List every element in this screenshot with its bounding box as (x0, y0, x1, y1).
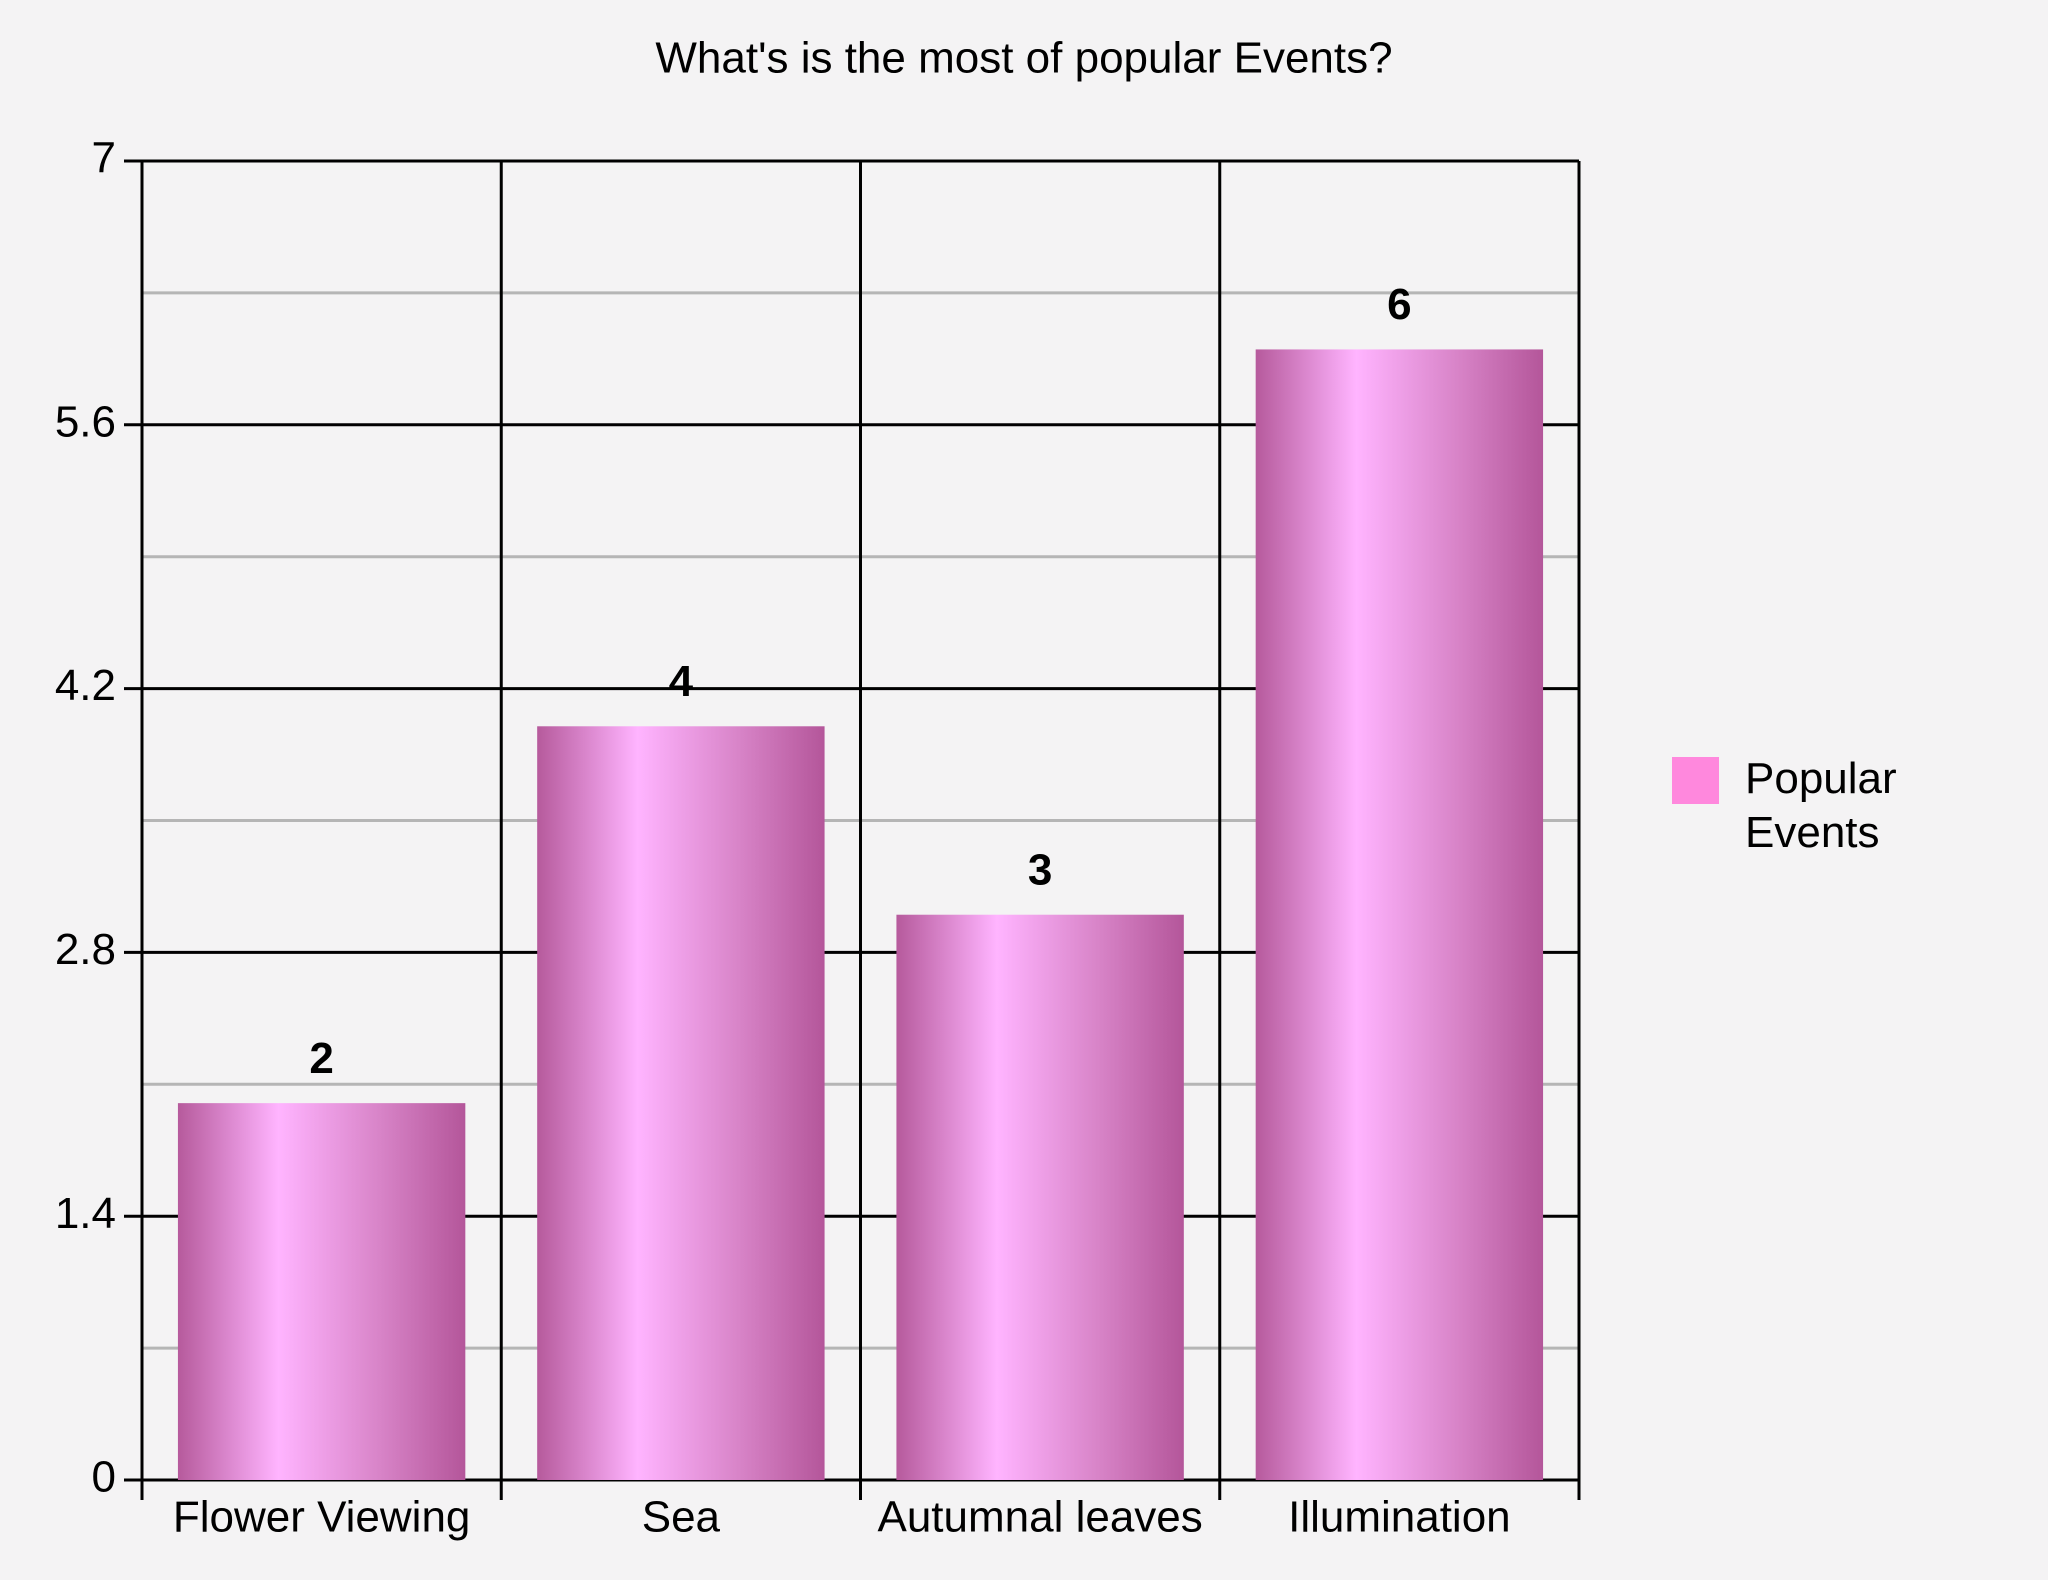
x-tick-label: Autumnal leaves (877, 1493, 1202, 1542)
chart-title: What's is the most of popular Events? (655, 34, 1392, 83)
bar (537, 726, 825, 1480)
y-tick-label: 5.6 (55, 397, 116, 446)
bar (896, 914, 1184, 1480)
legend-swatch (1672, 757, 1719, 804)
bar (1255, 349, 1544, 1480)
data-label: 2 (309, 1034, 333, 1083)
data-label: 4 (669, 657, 694, 706)
data-label: 6 (1387, 280, 1411, 329)
y-tick-label: 7 (92, 134, 116, 183)
x-tick-label: Flower Viewing (173, 1493, 471, 1542)
x-tick-label: Illumination (1288, 1493, 1511, 1542)
legend: Popular Events (1672, 752, 1965, 860)
y-tick-label: 2.8 (55, 925, 116, 974)
x-tick-label: Sea (642, 1493, 721, 1542)
bar (177, 1103, 466, 1480)
legend-label: Popular Events (1745, 754, 1897, 857)
y-tick-label: 4.2 (55, 661, 116, 710)
data-label: 3 (1028, 845, 1052, 894)
y-tick-label: 1.4 (55, 1189, 116, 1238)
y-tick-label: 0 (92, 1453, 116, 1502)
